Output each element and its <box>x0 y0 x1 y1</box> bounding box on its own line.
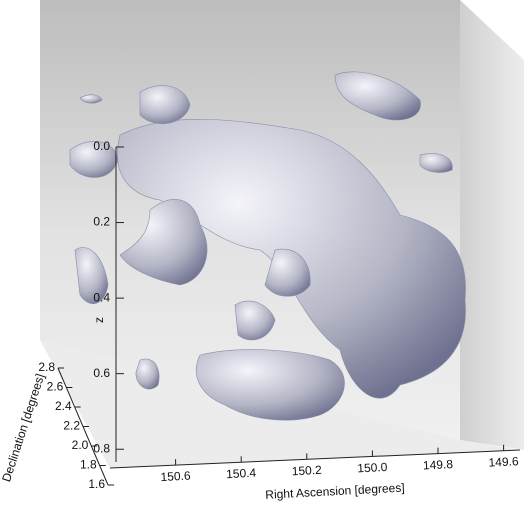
x-axis-title: Right Ascension [degrees] <box>265 481 405 502</box>
chart: z Right Ascension [degrees] Declination … <box>0 0 524 509</box>
x-tick-label: 150.6 <box>160 468 191 484</box>
x-tick-label: 149.6 <box>488 454 519 470</box>
y-tick-label: 2.4 <box>55 399 72 413</box>
x-tick-label: 150.2 <box>291 463 322 479</box>
x-tick-label: 150.0 <box>357 460 388 476</box>
z-tick-label: 0.6 <box>93 366 110 380</box>
z-tick-label: 0.8 <box>93 441 110 455</box>
y-tick-label: 2.2 <box>63 419 80 433</box>
y-tick-label: 1.8 <box>80 458 97 472</box>
x-tick-label: 149.8 <box>423 457 454 473</box>
y-tick-label: 2.0 <box>72 438 89 452</box>
y-axis-title: Declination [degrees] <box>0 372 47 484</box>
z-tick-label: 0.4 <box>93 290 110 304</box>
y-tick-label: 1.6 <box>88 477 105 491</box>
z-axis-title: z <box>92 317 106 323</box>
x-tick-label: 150.4 <box>226 466 257 482</box>
y-tick-label: 2.6 <box>47 380 64 394</box>
y-tick-label: 2.8 <box>38 360 55 374</box>
z-tick-label: 0.0 <box>93 139 110 153</box>
z-tick-label: 0.2 <box>93 215 110 229</box>
